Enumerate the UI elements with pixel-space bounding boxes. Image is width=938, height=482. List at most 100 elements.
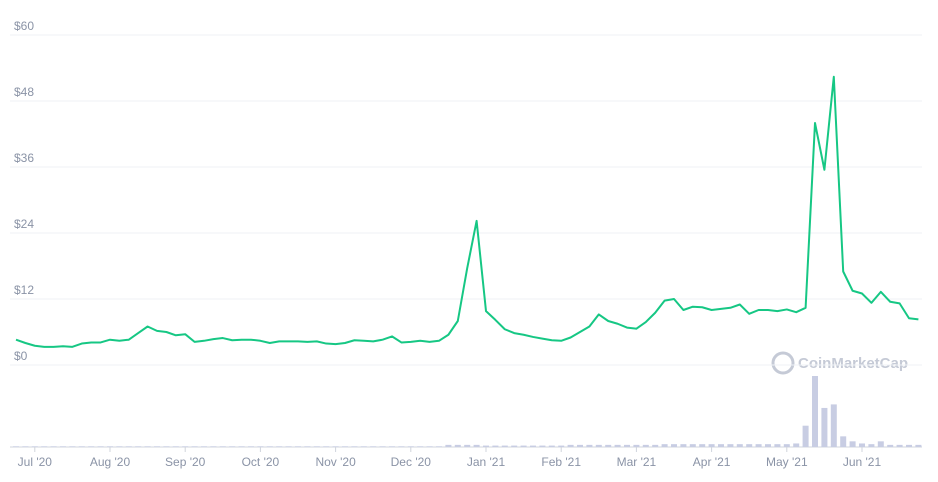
x-tick-label: Aug '20 <box>90 455 131 469</box>
volume-bar <box>765 444 771 447</box>
volume-bar <box>144 446 151 447</box>
volume-bar <box>783 444 790 447</box>
volume-bar <box>210 446 217 447</box>
volume-bar <box>605 444 612 447</box>
watermark: CoinMarketCap <box>771 351 908 375</box>
volume-bar <box>266 446 273 447</box>
volume-bar <box>755 444 762 447</box>
volume-bar <box>285 446 292 447</box>
watermark-logo <box>771 351 795 375</box>
volume-bar <box>727 444 734 447</box>
y-tick-label: $48 <box>14 85 34 99</box>
volume-bar <box>172 446 179 447</box>
watermark-text: CoinMarketCap <box>798 355 908 372</box>
volume-bar <box>830 404 837 447</box>
volume-bar <box>906 444 912 447</box>
volume-bar <box>859 443 865 447</box>
volume-bar <box>548 445 555 447</box>
volume-bar <box>107 446 113 447</box>
x-tick-label: Sep '20 <box>165 455 206 469</box>
price-line <box>15 75 919 348</box>
volume-bar <box>887 444 894 447</box>
plot: $0 $12 $24 $36 $48 $60 Jul '20 Aug '20 Sep '20 Oc… <box>10 19 922 469</box>
volume-bar <box>492 445 499 447</box>
volume-bar <box>398 446 405 447</box>
volume-bar <box>511 445 518 447</box>
volume-bar <box>407 446 414 447</box>
volume-bar <box>41 446 48 447</box>
x-tick-label: Jan '21 <box>467 455 506 469</box>
volume-bar <box>595 444 602 447</box>
y-tick-label: $12 <box>14 283 34 297</box>
volume-bar <box>520 445 527 447</box>
volume-bar <box>821 407 828 447</box>
volume-bar <box>370 446 377 447</box>
volume-bar <box>135 446 142 447</box>
y-tick-label: $60 <box>14 19 34 33</box>
volume-bar <box>342 446 348 447</box>
volume-bar <box>13 446 19 447</box>
volume-bar <box>840 436 847 447</box>
volume-bar <box>379 446 386 447</box>
volume-bar <box>389 446 395 447</box>
volume-bar <box>445 444 452 447</box>
x-tick-label: Nov '20 <box>315 455 356 469</box>
volume-bar <box>50 446 57 447</box>
volume-bar <box>454 444 461 447</box>
volume-bar <box>567 444 574 447</box>
volume-bar <box>436 446 442 447</box>
volume-bar <box>116 446 123 447</box>
volume-bar <box>614 444 621 447</box>
y-tick-label: $0 <box>14 349 28 363</box>
volume-bar <box>351 446 358 447</box>
volume-bar <box>915 444 922 447</box>
x-tick-label: May '21 <box>766 455 808 469</box>
volume-bar <box>191 446 198 447</box>
volume-bar <box>182 446 189 447</box>
volume-bar <box>323 446 330 447</box>
volume-bar <box>332 446 339 447</box>
volume-bar <box>671 444 677 447</box>
volume-bar <box>426 446 433 447</box>
volume-bar <box>802 425 809 447</box>
volume-bar <box>201 446 207 447</box>
volume-bar <box>229 446 236 447</box>
volume-bar <box>313 446 320 447</box>
volume-bar <box>793 443 800 447</box>
volume-bar <box>88 446 95 447</box>
volume-bar <box>877 441 884 447</box>
volume-bar <box>633 444 640 447</box>
x-tick-label: Feb '21 <box>541 455 581 469</box>
volume-bar <box>464 444 471 447</box>
volume-bar <box>558 445 565 447</box>
volume-bar <box>642 444 649 447</box>
volume-bar <box>689 444 696 447</box>
volume-bar <box>60 446 66 447</box>
x-tick-label: Mar '21 <box>617 455 657 469</box>
x-tick-label: Jun '21 <box>843 455 882 469</box>
x-tick-label: Dec '20 <box>391 455 432 469</box>
volume-bar <box>304 446 311 447</box>
x-tick-label: Apr '21 <box>693 455 731 469</box>
volume-bar <box>473 444 480 447</box>
volume-bar <box>248 446 254 447</box>
x-tick-label: Oct '20 <box>242 455 280 469</box>
volume-bar <box>97 446 104 447</box>
volume-bar <box>154 446 160 447</box>
y-tick-label: $36 <box>14 151 34 165</box>
volume-bar <box>680 444 687 447</box>
volume-bar <box>577 444 583 447</box>
volume-bar <box>257 446 264 447</box>
y-tick-label: $24 <box>14 217 34 231</box>
volume-bar <box>483 445 489 447</box>
volume-bar <box>849 441 856 447</box>
volume-bar <box>163 446 170 447</box>
volume-bar <box>708 444 715 447</box>
volume-bar <box>22 446 29 447</box>
volume-bar <box>699 444 706 447</box>
x-tick-label: Jul '20 <box>18 455 53 469</box>
volume-bar <box>530 445 536 447</box>
volume-bar <box>31 446 38 447</box>
volume-bar <box>78 446 85 447</box>
